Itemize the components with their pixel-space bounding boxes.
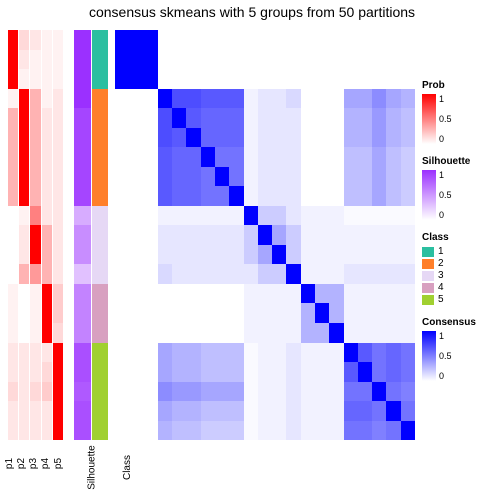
legend-Class: Class12345 [422, 232, 500, 305]
annot-col-p4 [42, 30, 52, 440]
annot-col-p2 [19, 30, 29, 440]
legends: Prob10.50 Silhouette10.50 Class12345 Consen… [422, 80, 500, 393]
plot-title: consensus skmeans with 5 groups from 50 … [0, 4, 504, 20]
annot-col-Class [92, 30, 108, 440]
label-Class: Class [122, 455, 133, 480]
label-p5: p5 [53, 458, 72, 469]
legend-Prob: Prob10.50 [422, 80, 500, 144]
annot-col-p3 [30, 30, 40, 440]
annot-col-Silhouette [74, 30, 90, 440]
annotation-labels: p1p2p3p4p5SilhouetteClass [8, 444, 108, 473]
label-Silhouette: Silhouette [86, 445, 97, 489]
annot-col-p1 [8, 30, 18, 440]
annot-col-p5 [53, 30, 63, 440]
legend-Consensus: Consensus10.50 [422, 317, 500, 381]
consensus-heatmap [115, 30, 415, 440]
legend-Silhouette: Silhouette10.50 [422, 156, 500, 220]
annotation-tracks [8, 30, 108, 440]
